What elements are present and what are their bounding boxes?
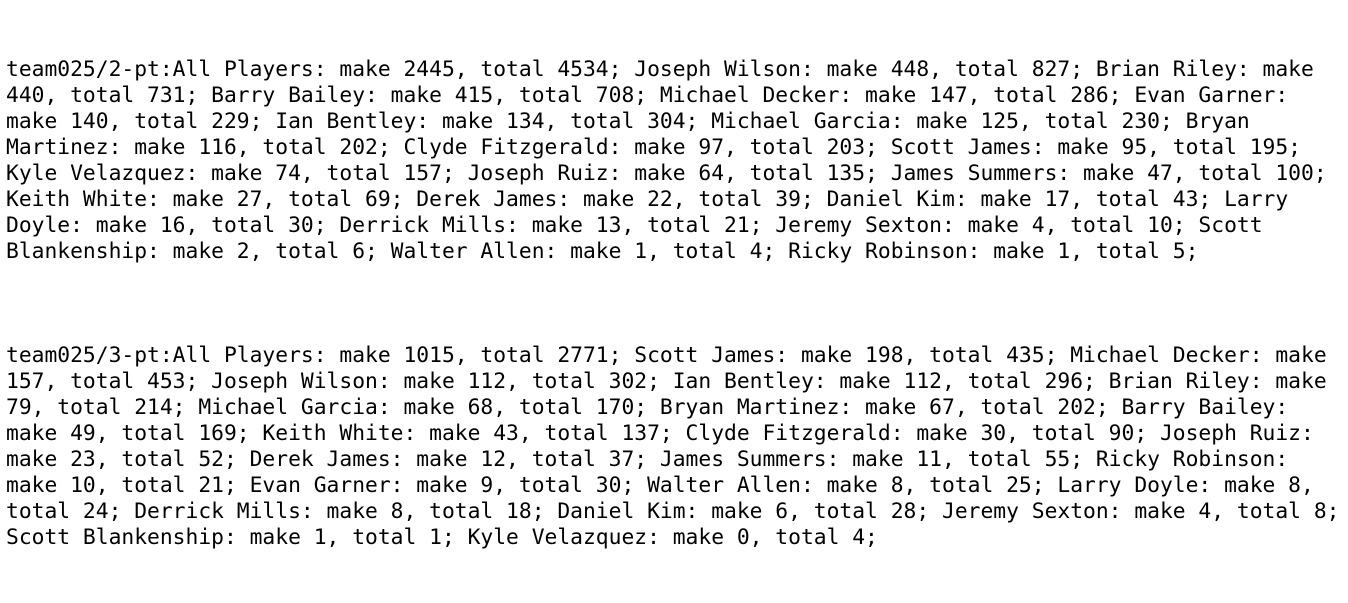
stats-block-2pt: team025/2-pt:All Players: make 2445, tot… (6, 57, 1340, 264)
stats-block-3pt: team025/3-pt:All Players: make 1015, tot… (6, 343, 1340, 550)
